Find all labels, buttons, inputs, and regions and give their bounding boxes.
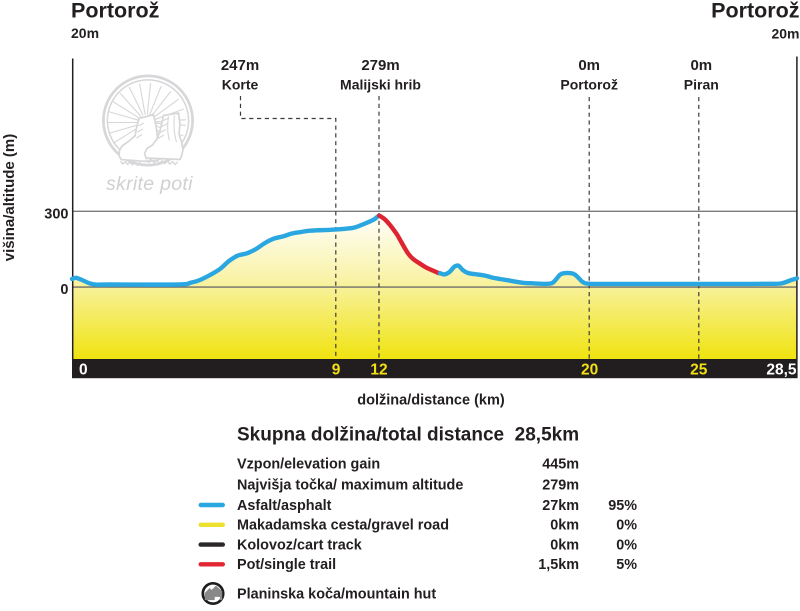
svg-text:1,5km: 1,5km <box>538 557 579 573</box>
svg-text:0m: 0m <box>578 57 600 74</box>
svg-text:Piran: Piran <box>684 77 719 93</box>
svg-text:Planinska koča/mountain hut: Planinska koča/mountain hut <box>237 587 436 603</box>
svg-text:247m: 247m <box>221 57 259 74</box>
svg-text:20m: 20m <box>71 25 99 41</box>
svg-text:Kolovoz/cart track: Kolovoz/cart track <box>237 538 363 554</box>
svg-text:0m: 0m <box>690 57 712 74</box>
svg-text:Makadamska cesta/gravel road: Makadamska cesta/gravel road <box>237 518 449 534</box>
svg-text:Vzpon/elevation gain: Vzpon/elevation gain <box>237 457 380 473</box>
svg-text:0: 0 <box>79 362 88 379</box>
svg-text:Portorož: Portorož <box>71 0 159 23</box>
svg-text:skrite poti: skrite poti <box>106 173 193 195</box>
svg-text:9: 9 <box>332 362 341 379</box>
svg-text:28,5: 28,5 <box>766 362 797 379</box>
svg-text:Pot/single trail: Pot/single trail <box>237 557 336 573</box>
svg-text:5%: 5% <box>616 557 637 573</box>
svg-text:Portorož: Portorož <box>711 0 799 23</box>
svg-text:12: 12 <box>370 362 387 379</box>
svg-text:Skupna dolžina/total distance: Skupna dolžina/total distance 28,5km <box>237 425 579 446</box>
svg-text:27km: 27km <box>542 498 579 514</box>
svg-text:0%: 0% <box>616 538 637 554</box>
svg-text:279m: 279m <box>361 57 399 74</box>
svg-text:445m: 445m <box>542 457 579 473</box>
svg-text:20: 20 <box>581 362 598 379</box>
svg-text:višina/altitude (m): višina/altitude (m) <box>1 134 18 262</box>
svg-text:0km: 0km <box>550 538 579 554</box>
svg-text:Malijski hrib: Malijski hrib <box>340 77 421 93</box>
svg-text:279m: 279m <box>542 478 579 494</box>
svg-text:dolžina/distance (km): dolžina/distance (km) <box>357 393 505 409</box>
svg-text:25: 25 <box>690 362 708 379</box>
svg-text:Najvišja točka/ maximum altitu: Najvišja točka/ maximum altitude <box>237 478 463 494</box>
svg-text:Portorož: Portorož <box>560 77 618 93</box>
svg-text:Korte: Korte <box>222 77 259 93</box>
svg-text:0%: 0% <box>616 518 637 534</box>
svg-text:95%: 95% <box>608 498 637 514</box>
svg-text:0: 0 <box>60 282 68 298</box>
svg-text:300: 300 <box>44 207 68 223</box>
svg-text:Asfalt/asphalt: Asfalt/asphalt <box>237 498 332 514</box>
svg-text:0km: 0km <box>550 518 579 534</box>
svg-text:20m: 20m <box>771 26 799 42</box>
